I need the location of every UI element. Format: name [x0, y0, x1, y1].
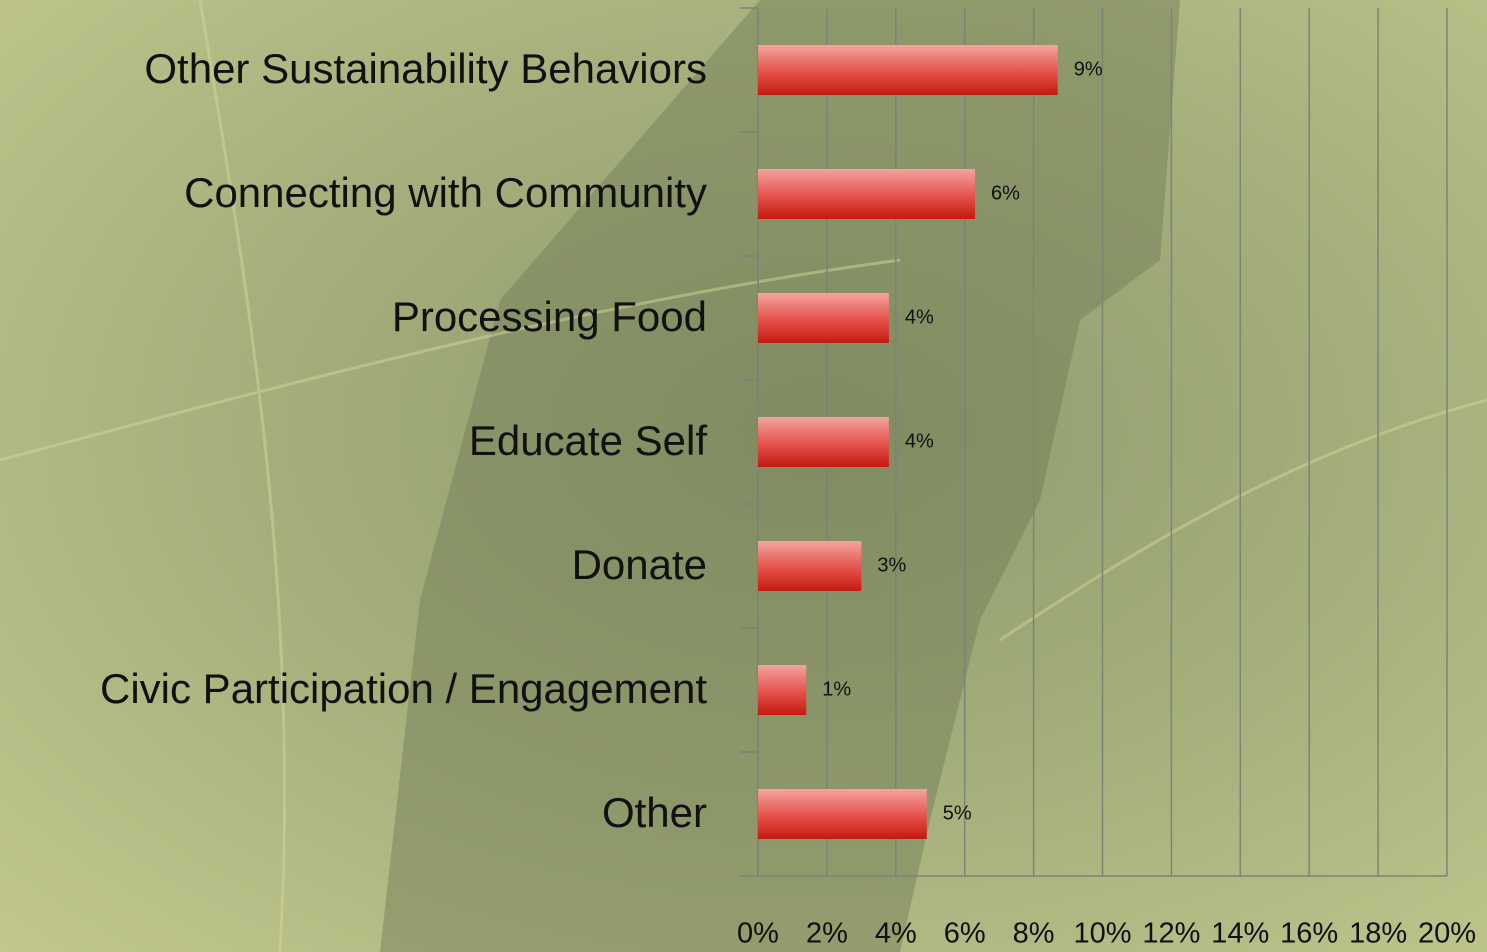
bar	[758, 789, 927, 839]
category-label: Educate Self	[469, 417, 707, 464]
x-tick-label: 16%	[1280, 918, 1338, 950]
x-tick-label: 18%	[1349, 918, 1407, 950]
page: {"chart_data": {"type": "hbar", "categor…	[0, 0, 1487, 952]
chart: 0% 2% 4% 6% 8% 10% 12% 14% 16% 18% 20% Other Sustai…	[0, 0, 1487, 952]
x-tick-label: 4%	[875, 918, 917, 950]
x-tick-label: 10%	[1073, 918, 1131, 950]
value-label: 4%	[905, 306, 934, 328]
value-label: 9%	[1074, 58, 1103, 80]
value-label: 6%	[991, 182, 1020, 204]
value-label: 4%	[905, 430, 934, 452]
bar	[758, 417, 889, 467]
category-label: Processing Food	[392, 293, 707, 340]
value-label: 3%	[877, 554, 906, 576]
category-label: Civic Participation / Engagement	[100, 665, 707, 712]
bar	[758, 293, 889, 343]
x-tick-label: 20%	[1418, 918, 1476, 950]
value-label: 5%	[943, 802, 972, 824]
category-label: Connecting with Community	[184, 169, 707, 216]
x-tick-label: 6%	[944, 918, 986, 950]
bar	[758, 45, 1058, 95]
bar	[758, 541, 861, 591]
category-label: Other Sustainability Behaviors	[144, 45, 707, 92]
x-tick-label: 14%	[1211, 918, 1269, 950]
category-label: Other	[602, 789, 707, 836]
x-tick-label: 2%	[806, 918, 848, 950]
x-tick-label: 8%	[1013, 918, 1055, 950]
bar	[758, 665, 806, 715]
x-tick-label: 0%	[737, 918, 779, 950]
value-label: 1%	[822, 678, 851, 700]
bar	[758, 169, 975, 219]
x-tick-label: 12%	[1142, 918, 1200, 950]
category-label: Donate	[572, 541, 707, 588]
